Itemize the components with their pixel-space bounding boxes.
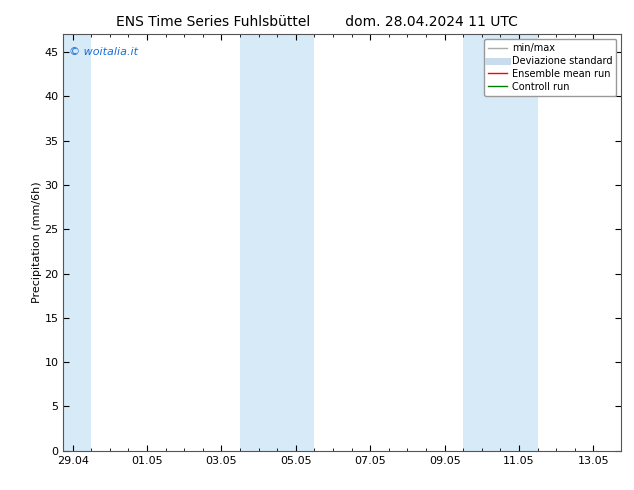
Bar (240, 34, 314, 451)
Y-axis label: Precipitation (mm/6h): Precipitation (mm/6h) (32, 182, 42, 303)
Bar (63, 34, 91, 451)
Text: ENS Time Series Fuhlsbüttel        dom. 28.04.2024 11 UTC: ENS Time Series Fuhlsbüttel dom. 28.04.2… (116, 15, 518, 29)
Legend: min/max, Deviazione standard, Ensemble mean run, Controll run: min/max, Deviazione standard, Ensemble m… (484, 39, 616, 96)
Bar (463, 34, 538, 451)
Text: © woitalia.it: © woitalia.it (69, 47, 138, 57)
